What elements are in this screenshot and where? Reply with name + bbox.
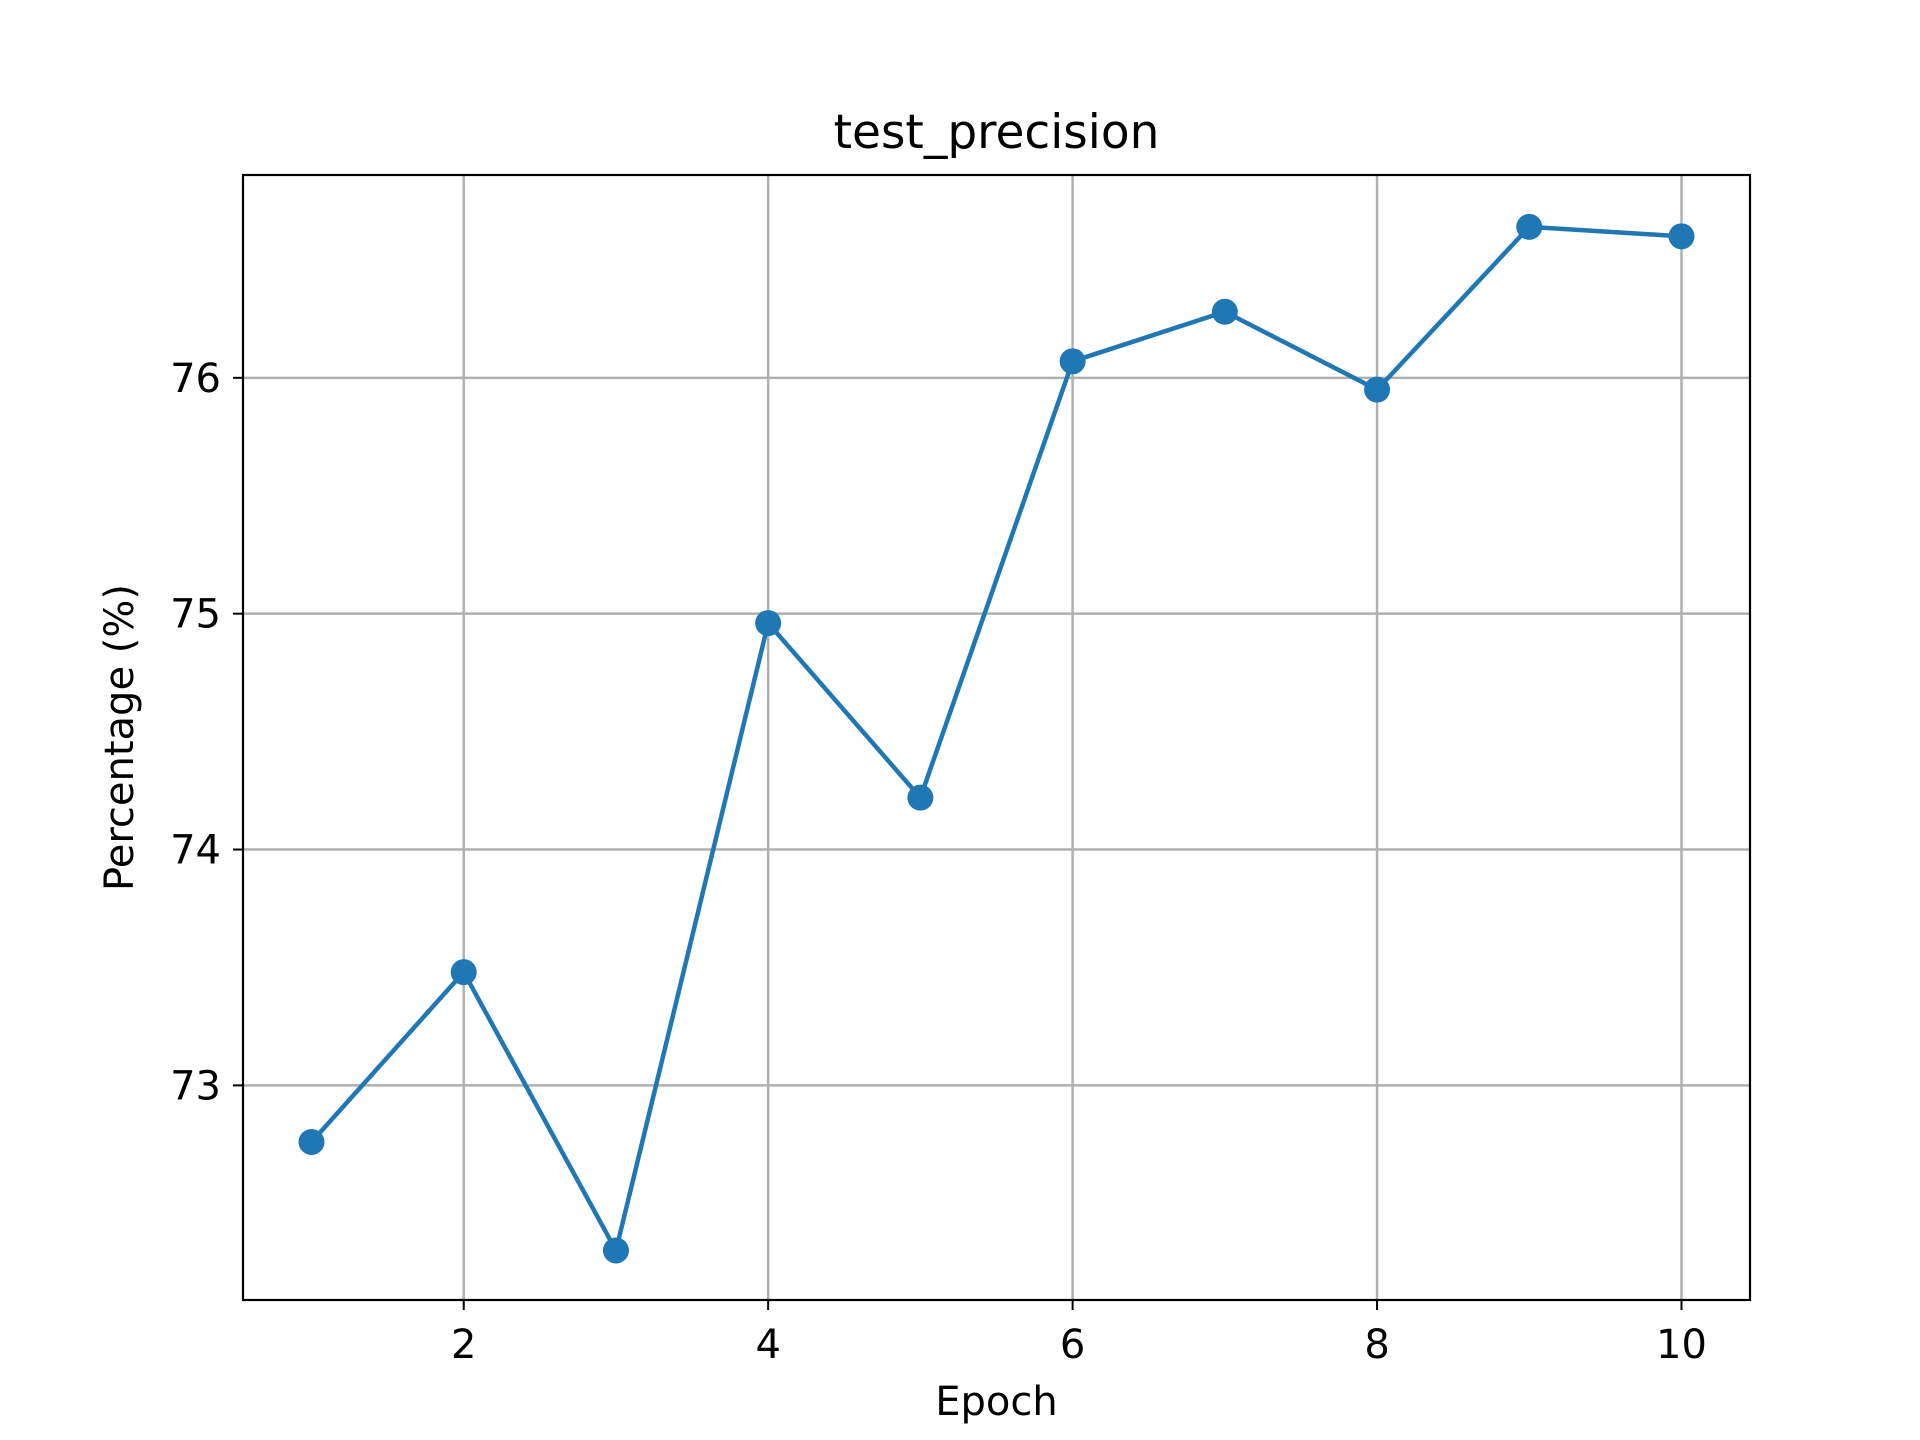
- data-point: [1364, 376, 1391, 403]
- x-tick-label: 4: [755, 1322, 780, 1368]
- y-tick-label: 76: [170, 356, 221, 402]
- series: [298, 213, 1695, 1264]
- data-point: [1211, 298, 1238, 325]
- data-point: [1516, 213, 1543, 240]
- x-tick-label: 6: [1060, 1322, 1085, 1368]
- x-axis-label: Epoch: [935, 1379, 1057, 1425]
- data-point: [1668, 223, 1695, 250]
- y-axis-label: Percentage (%): [97, 584, 143, 891]
- y-tick-label: 74: [170, 828, 221, 874]
- data-point: [907, 784, 934, 811]
- chart-title: test_precision: [834, 105, 1160, 160]
- y-tick-label: 75: [170, 592, 221, 638]
- data-point: [298, 1128, 325, 1155]
- data-point: [755, 610, 782, 637]
- x-tick-label: 10: [1656, 1322, 1707, 1368]
- data-point: [450, 959, 477, 986]
- data-point: [602, 1237, 629, 1264]
- plot-frame: [241, 173, 1752, 1302]
- x-tick-label: 8: [1364, 1322, 1389, 1368]
- y-tick-label: 73: [170, 1063, 221, 1109]
- data-point: [1059, 348, 1086, 375]
- x-tick-label: 2: [451, 1322, 476, 1368]
- series-line: [309, 224, 1682, 1253]
- ticks: 2 4 6 8 10 73 74 75 76: [170, 356, 1707, 1368]
